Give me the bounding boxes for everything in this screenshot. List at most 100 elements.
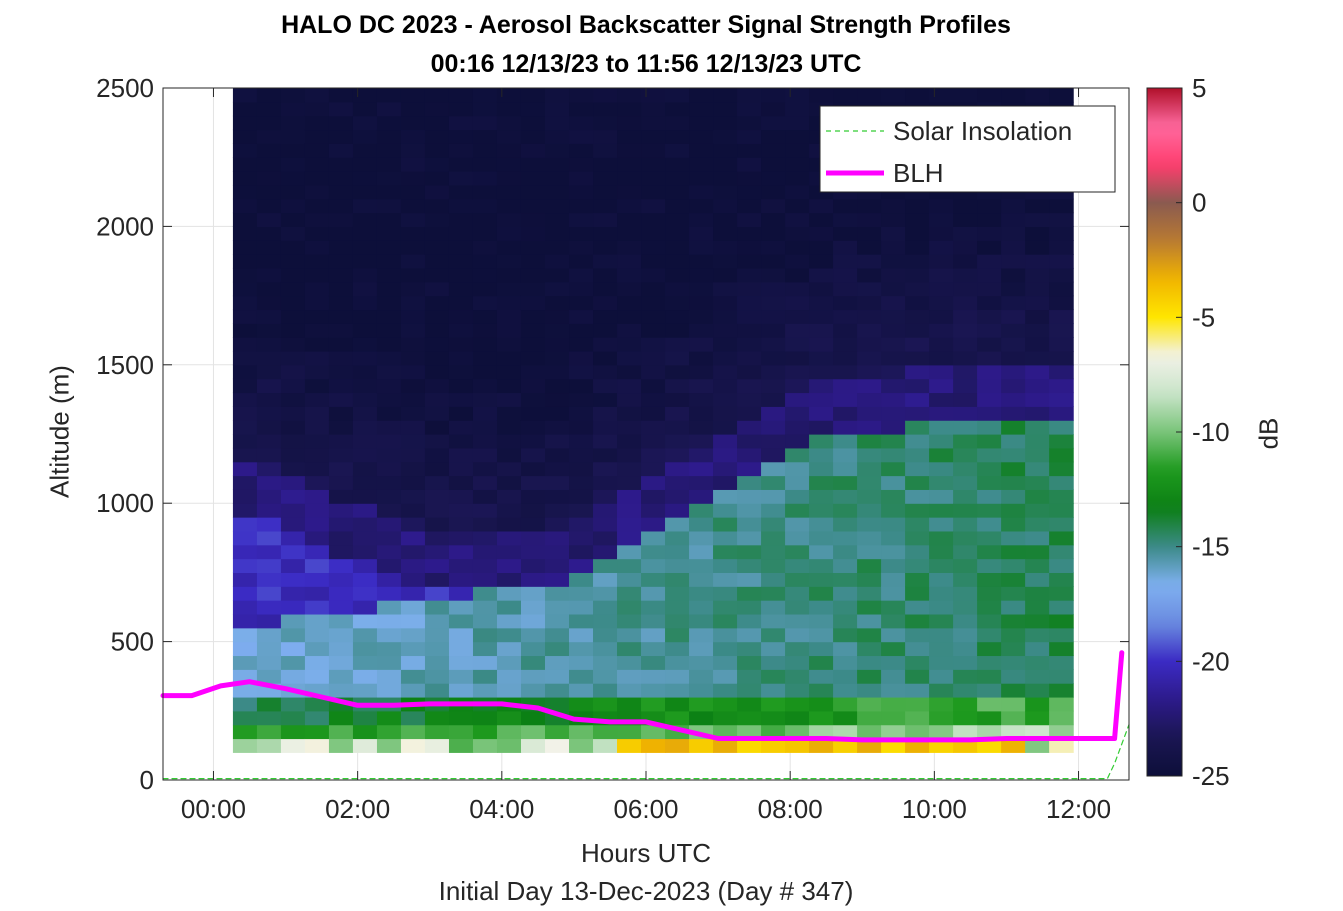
heatmap-cell [496,254,522,269]
heatmap-cell [280,392,306,407]
heatmap-cell [545,738,570,753]
heatmap-cell [977,198,1002,214]
heatmap-cell [977,683,1002,698]
heatmap-cell [569,613,594,629]
heatmap-cell [1049,295,1074,311]
heatmap-cell [520,323,546,338]
heatmap-cell [761,129,786,144]
x-axis-label-day: Initial Day 13-Dec-2023 (Day # 347) [438,876,854,906]
heatmap-cell [689,101,714,117]
heatmap-cell [232,530,258,546]
heatmap-cell [472,295,498,311]
heatmap-cell [472,710,498,726]
heatmap-cell [881,558,906,573]
heatmap-cell [785,517,810,532]
heatmap-cell [280,115,306,131]
heatmap-cell [304,572,330,587]
heatmap-cell [737,586,762,601]
heatmap-cell [448,489,474,504]
heatmap-cell [665,171,690,186]
heatmap-cell [665,101,690,117]
heatmap-cell [280,295,306,311]
heatmap-cell [400,710,426,726]
heatmap-cell [905,558,930,573]
heatmap-cell [953,309,978,324]
heatmap-cell [256,655,282,670]
heatmap-cell [280,309,306,324]
heatmap-cell [520,129,546,144]
heatmap-cell [785,586,810,601]
heatmap-cell [545,323,570,338]
heatmap-cell [256,378,282,394]
heatmap-cell [569,364,594,380]
heatmap-cell [881,240,906,255]
heatmap-cell [905,88,930,103]
heatmap-cell [665,115,690,131]
heatmap-cell [857,600,882,615]
heatmap-cell [785,309,810,324]
heatmap-cell [256,572,282,587]
heatmap-cell [713,503,738,518]
heatmap-cell [785,267,810,283]
heatmap-cell [424,240,450,255]
heatmap-cell [328,184,354,200]
heatmap-cell [857,461,882,477]
heatmap-cell [520,586,546,601]
heatmap-cell [953,240,978,255]
heatmap-cell [1049,350,1074,366]
heatmap-cell [857,364,882,380]
heatmap-cell [256,613,282,629]
heatmap-cell [689,586,714,601]
heatmap-cell [448,350,474,366]
heatmap-cell [472,226,498,241]
heatmap-cell [809,641,834,657]
heatmap-cell [761,157,786,172]
heatmap-cell [929,406,954,421]
heatmap-cell [256,323,282,338]
heatmap-cell [400,226,426,241]
heatmap-cell [545,212,570,227]
heatmap-cell [929,530,954,546]
heatmap-cell [857,198,882,214]
heatmap-cell [1001,613,1026,629]
heatmap-cell [472,171,498,186]
heatmap-cell [545,309,570,324]
heatmap-cell [256,696,282,712]
heatmap-cell [569,558,594,573]
heatmap-cell [569,198,594,214]
heatmap-cell [905,212,930,227]
heatmap-cell [713,530,738,546]
heatmap-cell [929,226,954,241]
heatmap-cell [352,295,378,311]
heatmap-cell [448,530,474,546]
heatmap-cell [496,392,522,407]
heatmap-cell [785,420,810,435]
heatmap-cell [785,337,810,352]
heatmap-cell [496,724,522,740]
heatmap-cell [713,295,738,311]
heatmap-cell [737,184,762,200]
heatmap-cell [352,517,378,532]
heatmap-cell [472,267,498,283]
heatmap-cell [617,101,642,117]
heatmap-cell [376,295,402,311]
heatmap-cell [448,198,474,214]
heatmap-cell [785,143,810,158]
heatmap-cell [977,226,1002,241]
heatmap-cell [617,669,642,684]
heatmap-cell [761,475,786,490]
heatmap-cell [376,364,402,380]
heatmap-cell [496,503,522,518]
heatmap-cell [593,627,618,643]
heatmap-cell [713,281,738,297]
heatmap-cell [665,295,690,311]
heatmap-cell [737,683,762,698]
heatmap-cell [1001,337,1026,352]
heatmap-cell [569,406,594,421]
heatmap-cell [256,710,282,726]
heatmap-cell [496,558,522,573]
heatmap-cell [1001,295,1026,311]
heatmap-cell [304,669,330,684]
heatmap-cell [448,683,474,698]
heatmap-cell [761,392,786,407]
